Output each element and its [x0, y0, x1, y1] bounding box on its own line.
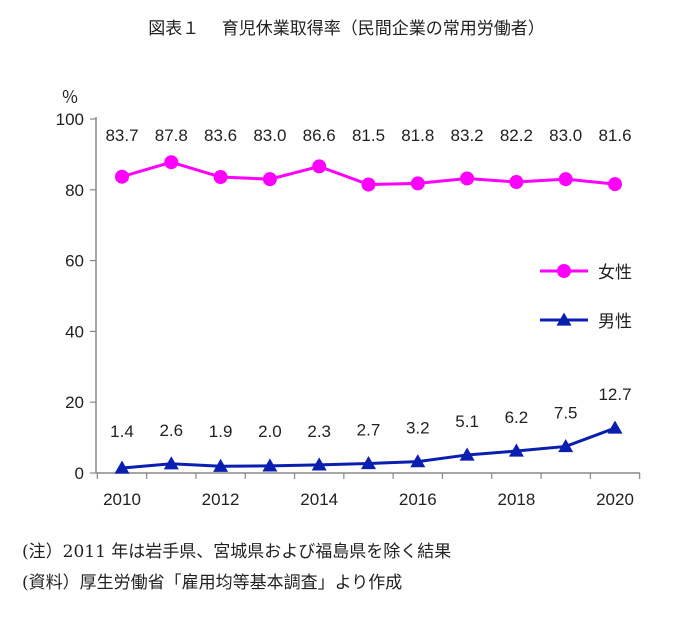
x-tick-label: 2018 [497, 490, 535, 509]
data-label-male: 12.7 [598, 385, 631, 404]
y-tick-label: 80 [65, 181, 84, 200]
y-unit-label: ％ [62, 88, 79, 107]
data-point-female [312, 159, 327, 174]
source-note: (資料）厚生労働省「雇用均等基本調査」より作成 [22, 573, 403, 593]
data-label-female: 83.0 [549, 126, 582, 145]
data-point-female [410, 176, 425, 191]
data-label-female: 83.6 [204, 126, 237, 145]
y-tick-label: 40 [65, 322, 84, 341]
data-label-male: 6.2 [505, 408, 529, 427]
data-point-female [262, 172, 277, 187]
data-point-male [213, 458, 229, 472]
data-label-male: 2.7 [357, 420, 381, 439]
x-tick-label: 2016 [399, 490, 437, 509]
data-point-male [163, 456, 179, 470]
data-label-female: 83.0 [253, 126, 286, 145]
data-label-female: 82.2 [500, 126, 533, 145]
data-label-female: 83.2 [451, 126, 484, 145]
data-label-female: 81.8 [401, 126, 434, 145]
data-point-male [361, 455, 376, 470]
data-point-female [509, 175, 524, 190]
data-point-male [410, 454, 426, 468]
x-tick-label: 2020 [596, 490, 634, 509]
data-point-female [460, 171, 475, 186]
data-label-male: 1.4 [110, 422, 134, 441]
data-label-male: 5.1 [455, 412, 479, 431]
data-point-male [114, 460, 130, 474]
data-label-female: 81.6 [598, 126, 631, 145]
data-point-male [311, 457, 327, 471]
data-label-female: 81.5 [352, 126, 385, 145]
data-point-female [213, 170, 228, 185]
data-label-female: 83.7 [105, 126, 138, 145]
footnote: (注）2011 年は岩手県、宮城県および福島県を除く結果 [22, 542, 452, 562]
data-point-female [115, 169, 129, 184]
data-label-female: 86.6 [303, 126, 336, 145]
data-point-male [262, 458, 278, 472]
data-label-male: 2.0 [258, 422, 282, 441]
data-label-male: 1.9 [209, 422, 233, 441]
x-tick-label: 2010 [103, 490, 141, 509]
data-label-male: 3.2 [406, 419, 430, 438]
data-point-female [164, 155, 179, 170]
line-chart: 0 20 40 60 80 100 ％ 2010 2012 2014 2016 2018 2020 83.… [56, 88, 641, 509]
chart-title: 図表１ 育児休業取得率（民間企業の常用労働者） [148, 19, 545, 39]
legend-marker-female [557, 264, 571, 278]
data-point-female [361, 177, 376, 192]
y-tick-label: 20 [65, 393, 84, 412]
y-tick-label: 60 [65, 252, 84, 271]
data-point-male [508, 443, 524, 457]
data-point-male [558, 438, 574, 453]
legend-label-female: 女性 [598, 263, 632, 283]
legend-marker-male [556, 312, 572, 326]
data-point-female [608, 177, 622, 192]
legend-label-male: 男性 [598, 312, 632, 332]
y-tick-label: 100 [56, 110, 84, 129]
data-label-female: 87.8 [155, 126, 188, 145]
data-point-male [459, 447, 475, 461]
x-tick-label: 2012 [202, 490, 240, 509]
data-point-female [558, 172, 573, 187]
data-label-male: 2.6 [159, 421, 183, 440]
data-point-male [607, 420, 623, 434]
x-tick-label: 2014 [300, 490, 338, 509]
data-label-male: 2.3 [307, 422, 331, 441]
data-label-male: 7.5 [554, 403, 578, 422]
y-tick-label: 0 [75, 464, 84, 483]
